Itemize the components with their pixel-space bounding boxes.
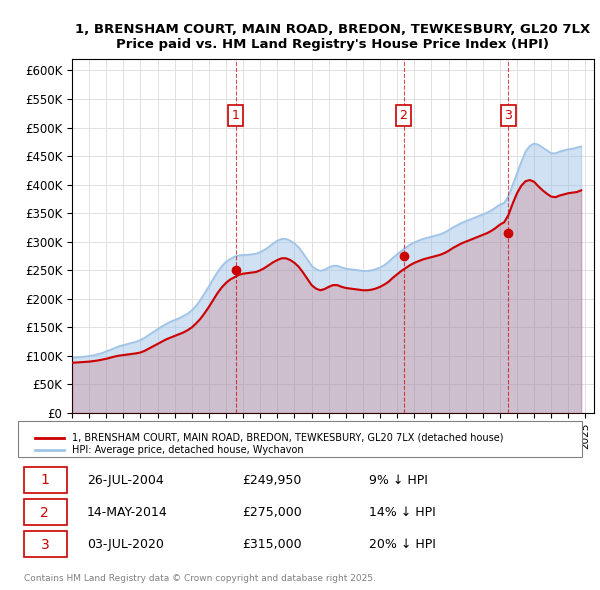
Text: 03-JUL-2020: 03-JUL-2020 (87, 539, 164, 552)
FancyBboxPatch shape (23, 499, 67, 525)
Text: 9% ↓ HPI: 9% ↓ HPI (369, 474, 428, 487)
Text: 3: 3 (505, 109, 512, 122)
Text: £249,950: £249,950 (242, 474, 302, 487)
FancyBboxPatch shape (23, 531, 67, 557)
FancyBboxPatch shape (23, 467, 67, 493)
Text: 20% ↓ HPI: 20% ↓ HPI (369, 539, 436, 552)
FancyBboxPatch shape (18, 421, 582, 457)
Text: £275,000: £275,000 (242, 506, 302, 519)
Text: 1: 1 (232, 109, 240, 122)
Text: 26-JUL-2004: 26-JUL-2004 (87, 474, 164, 487)
Text: HPI: Average price, detached house, Wychavon: HPI: Average price, detached house, Wych… (73, 445, 304, 455)
Text: 14% ↓ HPI: 14% ↓ HPI (369, 506, 436, 519)
Text: 1: 1 (40, 474, 49, 487)
Text: £315,000: £315,000 (242, 539, 302, 552)
Text: 1, BRENSHAM COURT, MAIN ROAD, BREDON, TEWKESBURY, GL20 7LX (detached house): 1, BRENSHAM COURT, MAIN ROAD, BREDON, TE… (73, 432, 504, 442)
Text: 14-MAY-2014: 14-MAY-2014 (87, 506, 167, 519)
Text: 2: 2 (40, 506, 49, 520)
Text: 2: 2 (400, 109, 407, 122)
Text: Contains HM Land Registry data © Crown copyright and database right 2025.: Contains HM Land Registry data © Crown c… (23, 574, 376, 583)
Text: 3: 3 (40, 538, 49, 552)
Title: 1, BRENSHAM COURT, MAIN ROAD, BREDON, TEWKESBURY, GL20 7LX
Price paid vs. HM Lan: 1, BRENSHAM COURT, MAIN ROAD, BREDON, TE… (76, 23, 590, 51)
